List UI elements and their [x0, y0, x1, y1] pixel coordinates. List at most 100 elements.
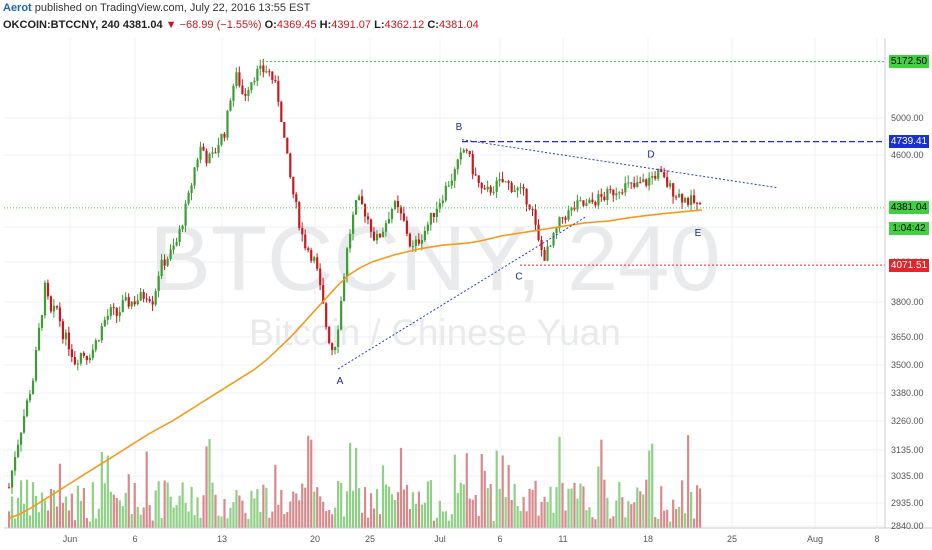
candle-body: [148, 299, 151, 302]
volume-bar: [639, 491, 642, 528]
candle-body: [82, 352, 85, 356]
candle-body: [435, 208, 438, 217]
watermark-symbol: BTCCNY, 240: [149, 208, 720, 310]
candle-body: [253, 80, 256, 83]
volume-bar: [474, 494, 477, 528]
candle-body: [325, 303, 328, 327]
volume-bar: [477, 515, 480, 528]
candle-body: [543, 250, 546, 261]
volume-bar: [301, 483, 304, 528]
moving-average-line: [7, 209, 703, 520]
candle-body: [313, 257, 316, 261]
candle-body: [393, 201, 397, 210]
candle-body: [259, 65, 262, 69]
volume-bar: [100, 452, 103, 528]
y-tick-label: 3500.00: [891, 360, 924, 370]
volume-bar: [322, 501, 325, 528]
candle-body: [627, 182, 630, 184]
chart-grid: [4, 38, 885, 528]
volume-bar: [151, 520, 154, 528]
price-tag-473941: 4739.41: [889, 135, 929, 149]
candle-body: [624, 183, 627, 193]
volume-bar: [696, 485, 699, 528]
volume-bar: [214, 494, 217, 528]
candle-body: [606, 189, 609, 201]
symbol-label[interactable]: OKCOIN:BTCCNY, 240: [3, 19, 120, 31]
volume-bar: [519, 510, 522, 528]
volume-bar: [34, 495, 38, 528]
candle-body: [495, 180, 498, 192]
candle-body: [334, 346, 337, 351]
candle-body: [453, 169, 456, 181]
volume-bar: [618, 481, 621, 528]
volume-bar: [220, 516, 223, 528]
candle-body: [67, 332, 71, 350]
volume-bar: [621, 497, 624, 528]
y-tick-label: 3135.00: [891, 445, 924, 455]
candle-body: [396, 201, 400, 208]
volume-bar: [468, 498, 471, 528]
candle-body: [355, 200, 358, 215]
volume-bar: [393, 499, 397, 528]
candle-body: [22, 416, 26, 433]
volume-bar: [513, 483, 516, 528]
watermark: BTCCNY, 240 Bitcoin / Chinese Yuan: [149, 208, 720, 353]
candle-body: [319, 268, 322, 286]
candle-body: [61, 321, 65, 340]
candle-body: [19, 432, 23, 445]
candle-body: [549, 245, 552, 247]
candle-body: [187, 193, 190, 204]
candle-body: [537, 224, 540, 240]
volume-bar: [564, 510, 567, 528]
candle-body: [531, 209, 534, 211]
volume-bar: [40, 492, 44, 528]
x-tick-label: 13: [217, 534, 227, 544]
volume-bar: [19, 480, 23, 528]
volume-bar: [115, 498, 118, 528]
y-tick-label: 3035.00: [891, 471, 924, 481]
x-tick-label: 11: [558, 534, 567, 544]
candle-body: [265, 71, 268, 73]
candle-body: [235, 72, 238, 86]
candle-body: [229, 100, 232, 111]
candle-body: [660, 169, 663, 173]
candle-body: [133, 301, 136, 305]
candle-body: [540, 239, 543, 251]
candle-body: [528, 204, 531, 210]
volume-bar: [594, 519, 597, 528]
candle-body: [594, 201, 597, 206]
volume-bar: [462, 484, 465, 528]
volume-bar: [229, 507, 232, 528]
candle-body: [513, 190, 516, 192]
candle-body: [654, 175, 657, 179]
volume-bar: [319, 496, 322, 528]
candle-body: [250, 82, 253, 91]
volume-bar: [109, 491, 112, 528]
candle-body: [223, 133, 226, 138]
candle-body: [459, 152, 462, 160]
candle-body: [34, 350, 38, 381]
candle-body: [501, 179, 504, 183]
volume-bar: [531, 489, 534, 528]
volume-bar: [16, 497, 20, 528]
volume-bar: [543, 496, 546, 528]
candle-body: [681, 193, 684, 203]
volume-bar: [307, 435, 310, 528]
published-text: published on TradingView.com, July 22, 2…: [34, 2, 311, 14]
candle-body: [280, 101, 283, 122]
author-link[interactable]: Aerot: [3, 2, 32, 14]
candle-body: [205, 150, 208, 164]
candle-body: [328, 326, 331, 344]
candle-body: [103, 319, 106, 327]
candle-body: [414, 239, 418, 247]
candle-body: [316, 257, 319, 269]
candle-body: [40, 315, 44, 328]
wave-point-D: D: [647, 150, 654, 161]
candle-body: [408, 233, 412, 247]
volume-bar: [369, 493, 373, 528]
volume-bar: [283, 513, 286, 528]
candle-body: [669, 183, 672, 187]
candle-body: [136, 300, 139, 305]
candle-body: [97, 340, 100, 342]
